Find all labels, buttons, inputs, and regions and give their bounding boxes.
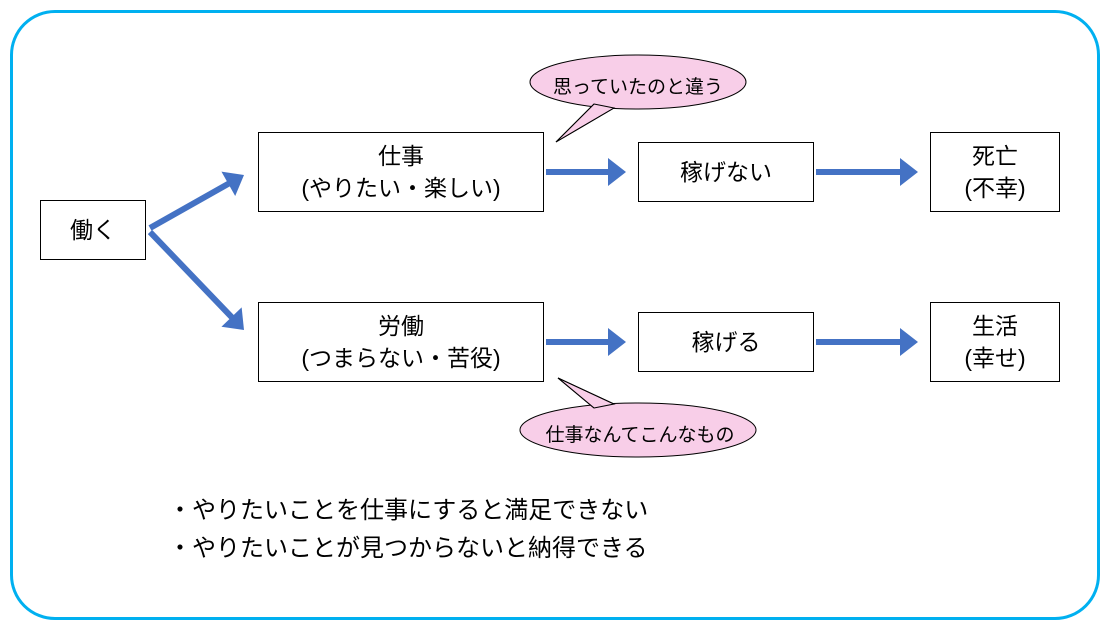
node-topA: 仕事 (やりたい・楽しい) [258,132,544,212]
node-topC: 死亡 (不幸) [930,132,1060,212]
node-root: 働く [40,200,146,260]
node-botC-label: 生活 (幸せ) [964,310,1025,374]
node-botA: 労働 (つまらない・苦役) [258,302,544,382]
node-botB: 稼げる [638,312,814,372]
node-topB: 稼げない [638,142,814,202]
note-line-2: ・やりたいことが見つからないと納得できる [168,530,648,568]
node-botB-label: 稼げる [692,326,761,358]
node-topC-label: 死亡 (不幸) [964,140,1025,204]
node-topB-label: 稼げない [680,156,772,188]
diagram-container: 働く 仕事 (やりたい・楽しい) 稼げない 死亡 (不幸) 労働 (つまらない・… [0,0,1117,637]
node-root-label: 働く [70,214,116,246]
node-botC: 生活 (幸せ) [930,302,1060,382]
node-topA-label: 仕事 (やりたい・楽しい) [301,140,500,204]
notes-block: ・やりたいことを仕事にすると満足できない ・やりたいことが見つからないと納得でき… [168,492,648,569]
note-line-1: ・やりたいことを仕事にすると満足できない [168,492,648,530]
node-botA-label: 労働 (つまらない・苦役) [301,310,500,374]
